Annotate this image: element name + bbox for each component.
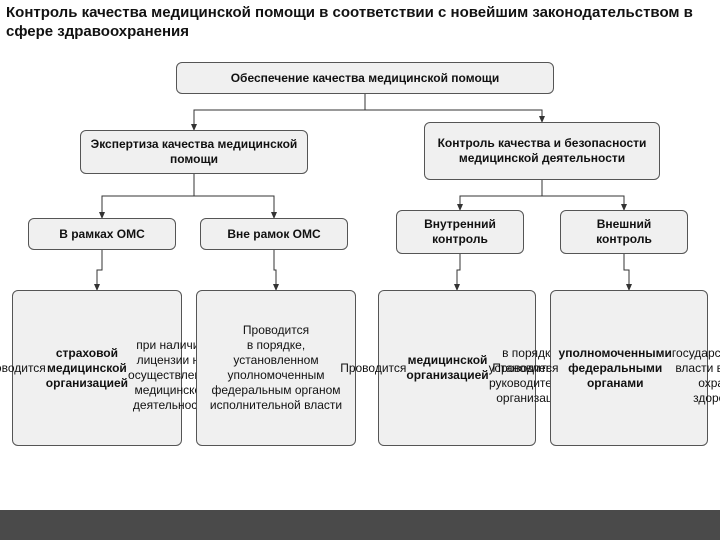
page: Контроль качества медицинской помощи в с…	[0, 0, 720, 540]
edge	[97, 250, 102, 290]
node-right2: Контроль качества и безопасности медицин…	[424, 122, 660, 180]
node-n4d: Проводитсяуполномоченными федеральными о…	[550, 290, 708, 446]
edge	[102, 174, 194, 218]
edge	[542, 180, 624, 210]
edge	[624, 254, 629, 290]
node-n4a: Проводитсястраховой медицинской организа…	[12, 290, 182, 446]
node-n3d: Внешний контроль	[560, 210, 688, 254]
node-n3c: Внутренний контроль	[396, 210, 524, 254]
node-n3b: Вне рамок ОМС	[200, 218, 348, 250]
edge	[194, 94, 365, 130]
decorative-bottom-band	[0, 510, 720, 540]
node-n4b: Проводитсяв порядке, установленном уполн…	[196, 290, 356, 446]
edge	[460, 180, 542, 210]
edge	[194, 174, 274, 218]
edge	[457, 254, 460, 290]
edge	[274, 250, 276, 290]
edge	[365, 94, 542, 122]
node-root: Обеспечение качества медицинской помощи	[176, 62, 554, 94]
diagram-title: Контроль качества медицинской помощи в с…	[6, 4, 716, 42]
node-n3a: В рамках ОМС	[28, 218, 176, 250]
node-left2: Экспертиза качества медицинской помощи	[80, 130, 308, 174]
